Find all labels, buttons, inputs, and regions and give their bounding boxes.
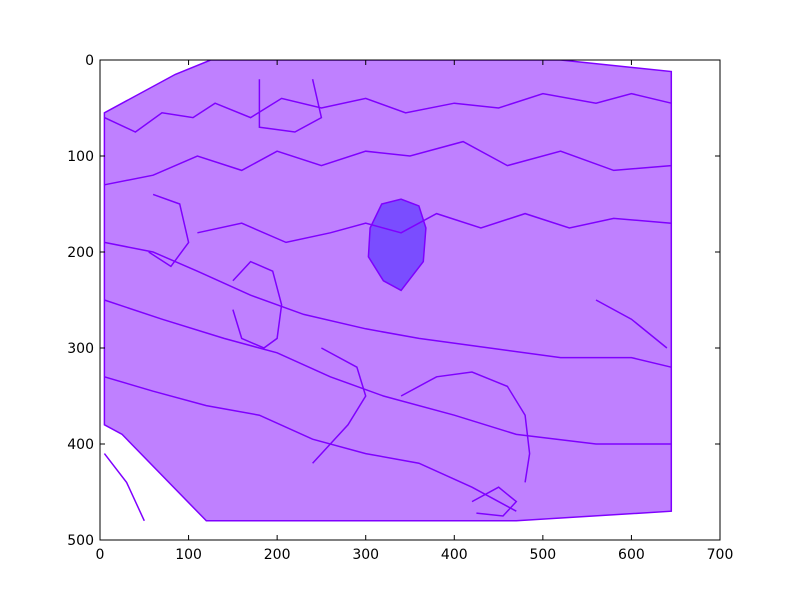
x-tick-label: 300 — [352, 547, 379, 563]
x-tick-label: 0 — [96, 547, 105, 563]
highlighted-region — [367, 198, 427, 292]
x-tick-label: 400 — [441, 547, 468, 563]
y-tick-label: 100 — [67, 149, 94, 165]
segment-outline — [258, 79, 323, 133]
segment-outline — [104, 241, 672, 368]
segment-outline — [148, 193, 190, 268]
x-tick-label: 500 — [529, 547, 556, 563]
segment-outline — [104, 92, 672, 133]
scene-mask — [103, 60, 673, 522]
segment-outline — [104, 140, 672, 186]
y-axis: 0 100 200 300 400 500 — [67, 53, 720, 549]
segment-outline — [103, 453, 145, 522]
y-tick-label: 200 — [67, 245, 94, 261]
segment-outline — [232, 260, 283, 349]
axes-frame — [99, 59, 721, 541]
x-tick-label: 700 — [707, 547, 734, 563]
segment-outline — [595, 299, 668, 349]
x-axis: 0 100 200 300 400 500 600 700 — [96, 60, 734, 563]
y-tick-label: 300 — [67, 341, 94, 357]
segment-outline — [400, 371, 531, 483]
segment-outline — [104, 299, 672, 445]
segment-outline — [104, 376, 517, 512]
segment-outline — [312, 347, 367, 464]
y-tick-label: 500 — [67, 533, 94, 549]
x-tick-label: 200 — [264, 547, 291, 563]
x-tick-label: 100 — [175, 547, 202, 563]
segment-outline — [471, 486, 518, 517]
x-tick-label: 600 — [618, 547, 645, 563]
y-tick-label: 400 — [67, 437, 94, 453]
segment-outline — [197, 212, 672, 244]
segmentation-overlay — [103, 60, 673, 522]
segment-outlines — [103, 79, 672, 522]
y-tick-label: 0 — [85, 53, 94, 69]
